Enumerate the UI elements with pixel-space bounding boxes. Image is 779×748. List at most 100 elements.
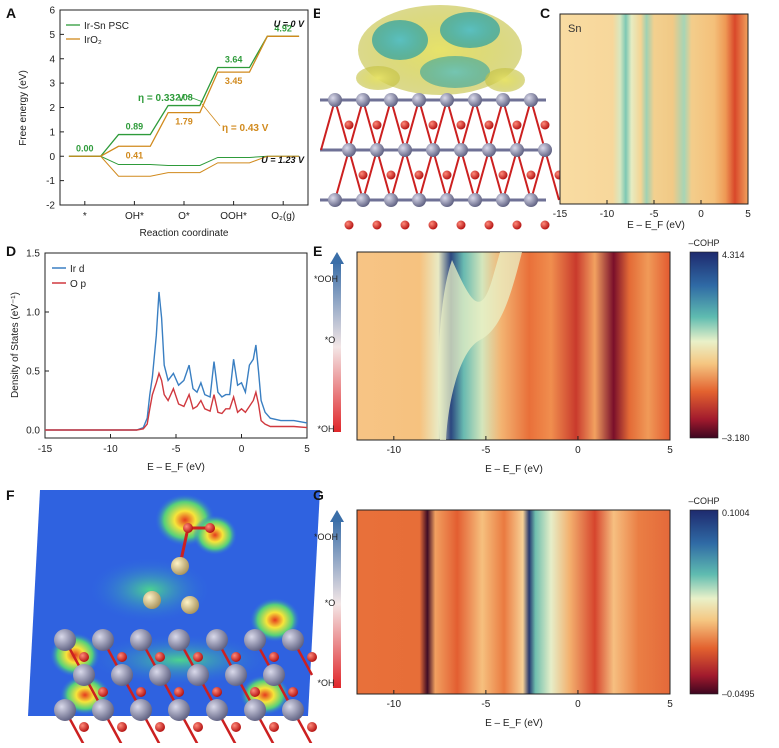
oxygen-atom [79,652,89,662]
panel-label-e: E [313,243,322,259]
metal-atom [496,193,510,207]
panel-g-heatmap [356,509,671,695]
panel-a-ytick-label: 5 [49,30,55,41]
panel-e-ytick-o: *O [325,335,336,345]
panel-a-xtick-label: O₂(g) [271,211,295,222]
panel-a-label-orange: 3.45 [225,76,243,86]
metal-atom [468,93,482,107]
oxygen-atom [386,170,396,180]
panel-e-colorbar-min: –3.180 [722,433,750,443]
oxygen-atom [174,687,184,697]
lattice-bond [530,99,546,151]
oxygen-atom [231,652,241,662]
metal-atom [524,93,538,107]
panel-a-label-green: 3.64 [225,55,243,65]
eta-green-arrow [186,95,204,103]
oxygen-atom [540,120,550,130]
panel-a-xlabel: Reaction coordinate [140,228,229,239]
oxygen-atom [456,120,466,130]
lattice-bond [376,99,392,151]
metal-atom [384,193,398,207]
panel-a-label-green: 0.89 [126,122,144,132]
adsorbate-oxygen [183,523,193,533]
panel-e-adsorbate-arrow [333,262,341,432]
panel-a-ytick-label: 4 [49,54,55,65]
metal-atom [454,143,468,157]
oxygen-atom [526,170,536,180]
panel-label-g: G [313,487,324,503]
metal-atom [412,193,426,207]
panel-g-ytick-oh: *OH [317,678,334,688]
oxygen-atom [117,722,127,732]
lattice-bond [432,99,448,151]
oxygen-atom [193,722,203,732]
panel-g-ytick-ooh: *OOH [314,532,338,542]
panel-a-ylabel: Free energy (eV) [18,70,29,146]
panel-a-label-green: 4.92 [274,23,292,33]
panel-f-elf-map [28,490,320,746]
metal-atom [130,629,152,651]
panel-label-f: F [6,487,15,503]
panel-d-ytick-label: 0.0 [26,426,40,437]
metal-atom [282,629,304,651]
charge-cloud-cyan-1 [372,20,428,60]
lattice-bond [418,99,434,151]
lattice-bond [446,149,462,201]
lattice-bond [404,149,420,201]
metal-atom [244,699,266,721]
metal-atom [384,93,398,107]
oxygen-atom [484,220,494,230]
lattice-bond [376,149,392,201]
lattice-bond [502,149,518,201]
metal-atom [440,193,454,207]
panel-g-colorbar-max: 0.1004 [722,508,750,518]
panel-label-c: C [540,5,550,21]
metal-atom [187,664,209,686]
panel-e-xtick-label: -5 [481,445,490,456]
panel-a-label-green: 2.08 [175,93,193,103]
panel-g-adsorbate-arrow [333,520,341,688]
metal-atom [538,143,552,157]
panel-a-ytick-label: -2 [46,201,55,212]
legend-ir-d: Ir d [70,264,84,275]
oxygen-atom [470,170,480,180]
metal-atom [426,143,440,157]
metal-atom [149,664,171,686]
lattice-bond [418,149,434,201]
oxygen-atom [193,652,203,662]
panel-c-xtick-label: -5 [650,209,659,220]
oxygen-atom [117,652,127,662]
panel-d-xtick-label: 5 [304,444,310,455]
panel-a-free-energy-chart: Free energy (eV) Reaction coordinate -2 -… [18,6,309,239]
panel-a-ytick-label: 2 [49,103,55,114]
oxygen-atom [358,170,368,180]
metal-atom [510,143,524,157]
metal-atom [244,629,266,651]
metal-atom [398,143,412,157]
panel-g-xtick-label: 5 [667,699,673,710]
metal-atom [356,193,370,207]
panel-d-series-o-p [45,371,308,431]
sn-atom [171,557,189,575]
panel-g-xtick-label: -5 [481,699,490,710]
panel-c-xtick-label: -15 [553,209,568,220]
panel-e-colorbar [689,251,719,439]
panel-e-cohp-heatmap: *OOH *O *OH -10 -5 0 5 E – E_F (eV) –COHP 4… [314,238,750,475]
oxygen-atom [79,722,89,732]
metal-atom [468,193,482,207]
panel-e-colorbar-max: 4.314 [722,250,745,260]
legend-iro2: IrO₂ [84,35,102,46]
metal-atom [168,629,190,651]
oxygen-atom [307,652,317,662]
oxygen-atom [269,722,279,732]
metal-atom [524,193,538,207]
metal-atom [111,664,133,686]
panel-d-xlabel: E – E_F (eV) [147,462,205,473]
panel-d-xtick-label: -10 [103,444,118,455]
oxygen-atom [456,220,466,230]
metal-atom [440,93,454,107]
metal-atom [412,93,426,107]
panel-label-d: D [6,243,16,259]
panel-e-ytick-ooh: *OOH [314,274,338,284]
panel-a-label-orange: 1.79 [175,117,193,127]
